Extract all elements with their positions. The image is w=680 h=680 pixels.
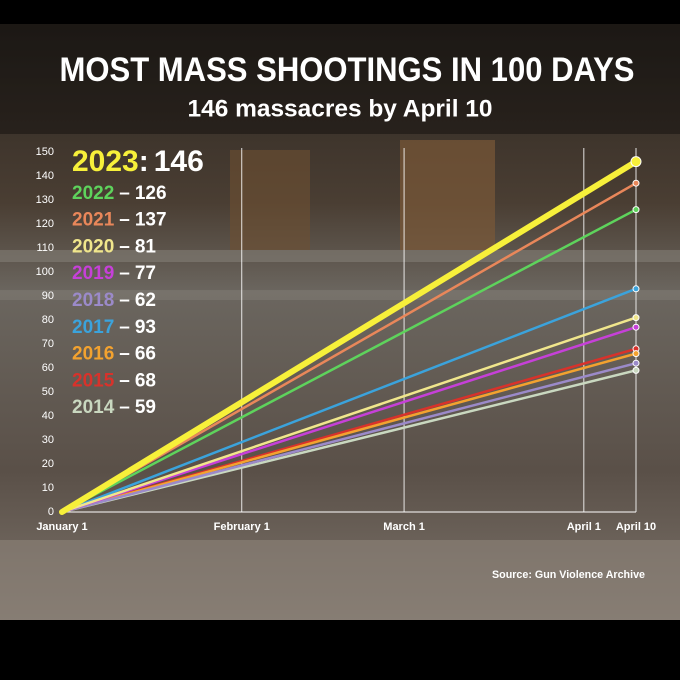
end-point: [632, 285, 640, 293]
y-tick-label: 120: [36, 218, 54, 230]
legend-text: 137: [135, 210, 167, 231]
legend-text: 2019: [72, 263, 114, 284]
y-tick-label: 150: [36, 146, 54, 158]
legend-text: 62: [135, 290, 156, 311]
legend-entry: 2017–93: [72, 317, 156, 338]
legend-text: 2023: [72, 145, 139, 178]
legend-entry: 2014–59: [72, 397, 156, 418]
x-tick-label: February 1: [214, 521, 270, 533]
legend-text: –: [119, 290, 130, 311]
legend-text: 2016: [72, 344, 114, 365]
legend-text: 68: [135, 370, 156, 391]
legend-entry: 2015–68: [72, 370, 156, 391]
title-shade: [0, 24, 680, 134]
series-line: [60, 361, 638, 514]
y-tick-label: 100: [36, 266, 54, 278]
end-point: [632, 323, 640, 331]
legend-text: –: [119, 397, 130, 418]
legend-text: 81: [135, 236, 157, 257]
legend-entry: 2023: 146: [72, 145, 204, 178]
legend-text: –: [119, 370, 130, 391]
end-point: [632, 206, 640, 214]
legend-entry: 2020–81: [72, 236, 156, 257]
y-tick-label: 140: [36, 170, 54, 182]
series-line: [60, 325, 638, 514]
y-tick-label: 10: [42, 482, 54, 494]
legend-text: 126: [135, 183, 167, 204]
legend-text: 66: [135, 344, 156, 365]
legend-text: –: [119, 317, 130, 338]
y-tick-label: 70: [42, 338, 54, 350]
source-note: Source: Gun Violence Archive: [492, 569, 645, 581]
photo-background: [0, 24, 680, 620]
chart-title: MOST MASS SHOOTINGS IN 100 DAYS: [60, 51, 635, 89]
legend-text: 146: [154, 145, 204, 178]
y-tick-label: 30: [42, 434, 54, 446]
end-point: [632, 366, 640, 374]
legend-text: –: [119, 183, 130, 204]
photo-board: [400, 140, 495, 250]
x-tick-label: January 1: [36, 521, 87, 533]
chart-subtitle: 146 massacres by April 10: [188, 95, 493, 122]
series-line: [60, 287, 638, 514]
legend-text: :: [139, 145, 149, 178]
legend-text: –: [119, 263, 130, 284]
legend-entry: 2019–77: [72, 263, 156, 284]
plot-area: 0 10 20 30 40 50 60 70 80 90 100 110 120 130 140 150 Jan…: [36, 145, 657, 533]
legend-text: 2021: [72, 210, 115, 231]
y-tick-label: 80: [42, 314, 54, 326]
end-point: [632, 179, 640, 187]
legend-text: 2020: [72, 236, 114, 257]
end-point: [632, 359, 640, 367]
y-tick-label: 60: [42, 362, 54, 374]
legend-text: –: [119, 344, 130, 365]
legend-entry: 2016–66: [72, 344, 156, 365]
photo-ground: [0, 540, 680, 620]
end-point: [630, 156, 642, 168]
y-tick-label: 50: [42, 386, 54, 398]
y-tick-label: 0: [48, 506, 54, 518]
legend-text: 77: [135, 263, 156, 284]
legend-entry: 2018–62: [72, 290, 156, 311]
y-tick-label: 40: [42, 410, 54, 422]
y-tick-label: 110: [36, 242, 54, 254]
y-tick-label: 90: [42, 290, 54, 302]
series-line: [59, 158, 639, 515]
legend-text: 59: [135, 397, 156, 418]
series-line: [60, 181, 638, 514]
photo-board: [230, 150, 310, 250]
legend-text: 2018: [72, 290, 114, 311]
legend-text: –: [119, 210, 130, 231]
x-tick-label: April 1: [567, 521, 601, 533]
photo-step: [0, 290, 680, 300]
end-point: [632, 350, 640, 358]
legend-text: –: [119, 236, 130, 257]
x-tick-label: March 1: [383, 521, 425, 533]
legend-text: 2015: [72, 370, 115, 391]
series-line: [60, 316, 638, 514]
legend-entry: 2021–137: [72, 210, 167, 231]
y-tick-label: 20: [42, 458, 54, 470]
legend-text: 2014: [72, 397, 115, 418]
legend-text: 2017: [72, 317, 114, 338]
legend-text: 2022: [72, 183, 114, 204]
legend-entry: 2022–126: [72, 183, 167, 204]
legend: 2023: 1462022–1262021–1372020–812019–7720…: [72, 145, 204, 418]
legend-text: 93: [135, 317, 156, 338]
y-tick-label: 130: [36, 194, 54, 206]
series-line: [60, 208, 638, 514]
photo-step: [0, 250, 680, 262]
end-point: [632, 314, 640, 322]
x-tick-label: April 10: [616, 521, 656, 533]
series-line: [60, 352, 638, 514]
